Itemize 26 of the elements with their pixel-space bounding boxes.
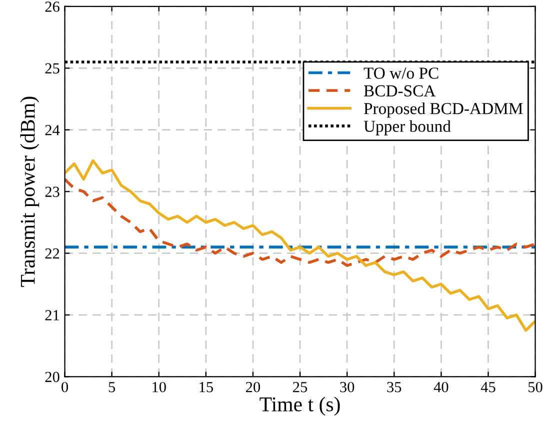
x-tick-label: 40	[434, 382, 448, 392]
x-tick-label: 50	[528, 382, 542, 392]
y-tick-label: 23	[45, 186, 60, 197]
x-tick-label: 45	[480, 382, 496, 392]
x-tick-label: 15	[200, 382, 213, 392]
y-tick-label: 20	[45, 372, 60, 382]
y-tick-label: 24	[45, 125, 60, 136]
x-axis-title: Time t (s)	[260, 396, 340, 416]
legend-label: Upper bound	[364, 120, 451, 136]
x-tick-label: 0	[62, 382, 68, 392]
y-tick-label: 25	[45, 63, 60, 74]
legend-label: BCD-SCA	[364, 85, 436, 96]
y-tick-label: 22	[45, 248, 60, 259]
x-tick-label: 25	[293, 382, 308, 392]
legend-label: TO w/o PC	[364, 68, 438, 79]
y-axis-title: Transmit power (dBm)	[20, 96, 40, 287]
x-tick-label: 35	[387, 382, 402, 392]
y-tick-label: 26	[45, 2, 60, 12]
x-tick-label: 20	[246, 382, 260, 392]
line-series	[64, 178, 536, 267]
x-tick-label: 10	[152, 382, 166, 392]
x-tick-label: 30	[340, 382, 354, 392]
legend-label: Proposed BCD-ADMM	[364, 102, 523, 118]
line-series	[64, 159, 536, 332]
y-tick-label: 21	[45, 310, 60, 320]
x-tick-label: 5	[108, 382, 116, 392]
